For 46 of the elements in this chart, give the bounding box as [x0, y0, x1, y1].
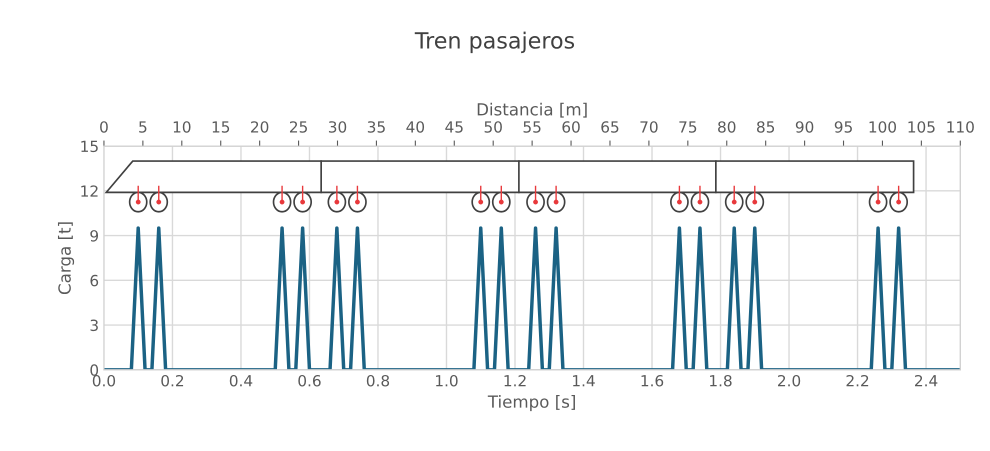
x2-tick-label: 105 — [908, 121, 935, 133]
y-tick-label: 3 — [90, 320, 98, 332]
x2-tick-label: 60 — [562, 121, 580, 133]
x-tick-label: 1.6 — [642, 374, 664, 387]
x2-tick-label: 55 — [524, 121, 541, 133]
x2-tick-label: 75 — [679, 121, 696, 133]
x2-tick-label: 95 — [834, 121, 852, 133]
x-tick-label: 0.2 — [161, 374, 184, 387]
x-tick-label: 1.4 — [573, 375, 595, 386]
x2-tick-label: 35 — [368, 121, 385, 133]
x-tick-label: 0.8 — [366, 374, 390, 387]
x2-tick-label: 40 — [406, 121, 424, 133]
x-tick-label: 1.0 — [436, 374, 458, 387]
y-tick-label: 9 — [90, 230, 98, 242]
x2-tick-label: 45 — [445, 121, 463, 133]
x-tick-label: 0.0 — [92, 374, 116, 387]
x2-tick-label: 65 — [601, 121, 618, 133]
x2-tick-label: 15 — [212, 121, 230, 133]
x2-tick-label: 110 — [947, 121, 974, 133]
x-tick-label: 0.4 — [230, 374, 252, 387]
x2-tick-label: 20 — [251, 121, 268, 133]
y-tick-label: 12 — [81, 185, 98, 197]
x2-axis-title: Distancia [m] — [478, 102, 587, 118]
x2-tick-label: 50 — [484, 121, 502, 133]
x2-tick-label: 100 — [870, 121, 896, 133]
chart-title: Tren pasajeros — [414, 32, 574, 54]
y-tick-label: 0 — [90, 364, 98, 376]
x2-tick-label: 25 — [290, 121, 307, 133]
x2-tick-label: 30 — [328, 121, 346, 133]
y-axis-title: Carga [t] — [58, 222, 74, 294]
x-tick-label: 2.4 — [915, 374, 938, 386]
x-tick-label: 1.8 — [710, 374, 732, 387]
x2-tick-label: 5 — [139, 121, 146, 133]
y-tick-label: 15 — [81, 140, 98, 152]
x2-tick-label: 10 — [174, 121, 191, 133]
x-tick-label: 2.2 — [846, 374, 868, 386]
x-tick-label: 2.0 — [778, 374, 800, 387]
x2-tick-label: 70 — [640, 121, 658, 133]
x-tick-label: 0.6 — [298, 374, 321, 387]
x2-tick-label: 85 — [756, 121, 774, 133]
x-axis-title: Tiempo [s] — [488, 395, 575, 412]
x2-tick-label: 80 — [718, 121, 736, 133]
x2-tick-label: 90 — [796, 121, 814, 133]
x-tick-label: 1.2 — [504, 374, 526, 386]
x2-tick-label: 0 — [100, 121, 108, 133]
y-tick-label: 6 — [90, 274, 98, 286]
